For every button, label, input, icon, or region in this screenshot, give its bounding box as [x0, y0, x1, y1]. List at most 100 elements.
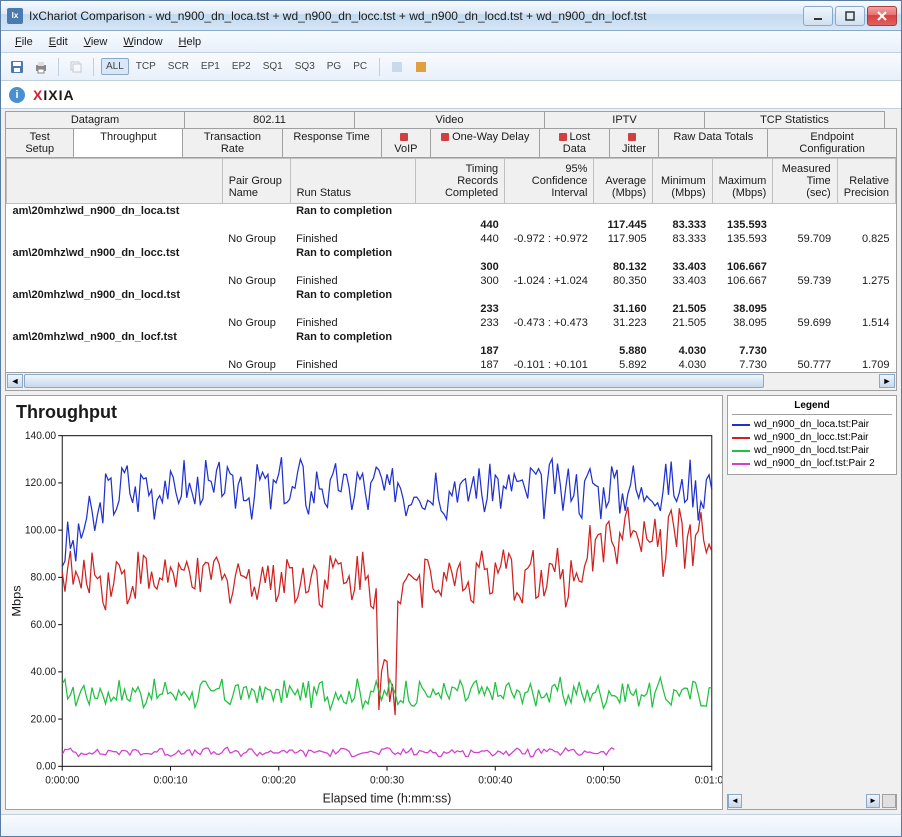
brand-bar: i XIXIA	[1, 81, 901, 109]
brand-logo: XIXIA	[33, 87, 75, 103]
menu-window[interactable]: Window	[115, 33, 170, 51]
column-header[interactable]: Pair GroupName	[222, 159, 290, 204]
throughput-chart[interactable]: 0.00 20.00 40.00 60.00 80.00 100.00 120.00 140.…	[6, 425, 722, 809]
table-row[interactable]: 440117.44583.333135.593	[7, 218, 896, 232]
tool-icon-1[interactable]	[387, 57, 407, 77]
tab-video[interactable]: Video	[355, 111, 545, 128]
svg-text:100.00: 100.00	[25, 525, 56, 536]
tab-lost-data[interactable]: Lost Data	[540, 128, 609, 157]
svg-text:0:00:30: 0:00:30	[370, 775, 404, 786]
tool-icon-2[interactable]	[411, 57, 431, 77]
toolbar: ALLTCPSCREP1EP2SQ1SQ3PGPC	[1, 53, 901, 81]
legend-title: Legend	[732, 400, 892, 415]
filter-sq3[interactable]: SQ3	[290, 58, 320, 75]
scroll-left-icon[interactable]: ◄	[7, 374, 23, 388]
tab-raw-data-totals[interactable]: Raw Data Totals	[659, 128, 768, 157]
tab-iptv[interactable]: IPTV	[545, 111, 705, 128]
column-header[interactable]: Timing RecordsCompleted	[416, 159, 505, 204]
window-title: IxChariot Comparison - wd_n900_dn_loca.t…	[29, 9, 803, 23]
resize-grip-icon[interactable]	[882, 794, 896, 808]
table-row[interactable]: am\20mhz\wd_n900_dn_loca.tstRan to compl…	[7, 204, 896, 219]
tab-test-setup[interactable]: Test Setup	[5, 128, 74, 157]
titlebar[interactable]: Ix IxChariot Comparison - wd_n900_dn_loc…	[1, 1, 901, 31]
filter-tcp[interactable]: TCP	[131, 58, 161, 75]
tab-response-time[interactable]: Response Time	[283, 128, 382, 157]
svg-text:0:00:00: 0:00:00	[45, 775, 79, 786]
column-header[interactable]	[7, 159, 223, 204]
scroll-right-icon[interactable]: ►	[879, 374, 895, 388]
table-row[interactable]: am\20mhz\wd_n900_dn_locd.tstRan to compl…	[7, 288, 896, 302]
print-icon[interactable]	[31, 57, 51, 77]
filter-all[interactable]: ALL	[101, 58, 129, 75]
tab-802.11[interactable]: 802.11	[185, 111, 355, 128]
svg-text:0:00:50: 0:00:50	[586, 775, 620, 786]
column-header[interactable]: RelativePrecision	[837, 159, 895, 204]
close-button[interactable]	[867, 6, 897, 26]
table-row[interactable]: No GroupFinished233-0.473 : +0.47331.223…	[7, 316, 896, 330]
column-header[interactable]: 95% ConfidenceInterval	[505, 159, 594, 204]
legend-scrollbar[interactable]: ◄ ►	[727, 794, 897, 810]
svg-text:60.00: 60.00	[31, 620, 57, 631]
filter-pg[interactable]: PG	[322, 58, 346, 75]
legend-item[interactable]: wd_n900_dn_locc.tst:Pair	[732, 431, 892, 444]
table-row[interactable]: No GroupFinished187-0.101 : +0.1015.8924…	[7, 358, 896, 372]
app-window: Ix IxChariot Comparison - wd_n900_dn_loc…	[0, 0, 902, 837]
data-grid[interactable]: Pair GroupNameRun StatusTiming RecordsCo…	[5, 157, 897, 373]
scroll-right-icon[interactable]: ►	[866, 794, 880, 808]
svg-text:40.00: 40.00	[31, 667, 57, 678]
column-header[interactable]: Measured Time(sec)	[773, 159, 837, 204]
menu-edit[interactable]: Edit	[41, 33, 76, 51]
column-header[interactable]: Average(Mbps)	[594, 159, 653, 204]
legend: Legend wd_n900_dn_loca.tst:Pairwd_n900_d…	[727, 395, 897, 475]
table-row[interactable]: 1875.8804.0307.730	[7, 344, 896, 358]
info-icon[interactable]: i	[9, 87, 25, 103]
copy-icon[interactable]	[66, 57, 86, 77]
table-row[interactable]: No GroupFinished440-0.972 : +0.972117.90…	[7, 232, 896, 246]
grid-h-scrollbar[interactable]: ◄ ►	[5, 373, 897, 391]
svg-text:0.00: 0.00	[36, 761, 56, 772]
menubar: FileEditViewWindowHelp	[1, 31, 901, 53]
column-header[interactable]: Run Status	[290, 159, 415, 204]
scroll-left-icon[interactable]: ◄	[728, 794, 742, 808]
svg-text:Mbps: Mbps	[10, 585, 24, 616]
chart-title: Throughput	[6, 396, 722, 425]
table-row[interactable]: am\20mhz\wd_n900_dn_locc.tstRan to compl…	[7, 246, 896, 260]
svg-text:20.00: 20.00	[31, 714, 57, 725]
chart-panel: Throughput 0.00 20.00 40.00 60.00 80.00 100.0…	[5, 395, 723, 810]
tab-jitter[interactable]: Jitter	[610, 128, 660, 157]
tab-one-way-delay[interactable]: One-Way Delay	[431, 128, 540, 157]
table-row[interactable]: 23331.16021.50538.095	[7, 302, 896, 316]
tab-tcp-statistics[interactable]: TCP Statistics	[705, 111, 885, 128]
tab-transaction-rate[interactable]: Transaction Rate	[183, 128, 282, 157]
filter-scr[interactable]: SCR	[163, 58, 194, 75]
svg-text:0:00:20: 0:00:20	[262, 775, 296, 786]
legend-item[interactable]: wd_n900_dn_locf.tst:Pair 2	[732, 457, 892, 470]
svg-text:80.00: 80.00	[31, 572, 57, 583]
maximize-button[interactable]	[835, 6, 865, 26]
app-icon: Ix	[7, 8, 23, 24]
legend-item[interactable]: wd_n900_dn_loca.tst:Pair	[732, 418, 892, 431]
menu-help[interactable]: Help	[171, 33, 210, 51]
filter-pc[interactable]: PC	[348, 58, 372, 75]
tab-datagram[interactable]: Datagram	[5, 111, 185, 128]
menu-view[interactable]: View	[76, 33, 116, 51]
column-header[interactable]: Maximum(Mbps)	[712, 159, 773, 204]
table-row[interactable]: 30080.13233.403106.667	[7, 260, 896, 274]
column-header[interactable]: Minimum(Mbps)	[653, 159, 713, 204]
tab-throughput[interactable]: Throughput	[74, 128, 183, 157]
save-icon[interactable]	[7, 57, 27, 77]
tab-voip[interactable]: VoIP	[382, 128, 432, 157]
svg-text:120.00: 120.00	[25, 478, 56, 489]
table-row[interactable]: No GroupFinished300-1.024 : +1.02480.350…	[7, 274, 896, 288]
filter-ep1[interactable]: EP1	[196, 58, 225, 75]
minimize-button[interactable]	[803, 6, 833, 26]
scroll-thumb[interactable]	[24, 374, 764, 388]
table-row[interactable]: am\20mhz\wd_n900_dn_locf.tstRan to compl…	[7, 330, 896, 344]
menu-file[interactable]: File	[7, 33, 41, 51]
legend-item[interactable]: wd_n900_dn_locd.tst:Pair	[732, 444, 892, 457]
filter-sq1[interactable]: SQ1	[258, 58, 288, 75]
statusbar	[1, 814, 901, 836]
svg-text:140.00: 140.00	[25, 431, 56, 442]
tab-endpoint-configuration[interactable]: Endpoint Configuration	[768, 128, 897, 157]
filter-ep2[interactable]: EP2	[227, 58, 256, 75]
